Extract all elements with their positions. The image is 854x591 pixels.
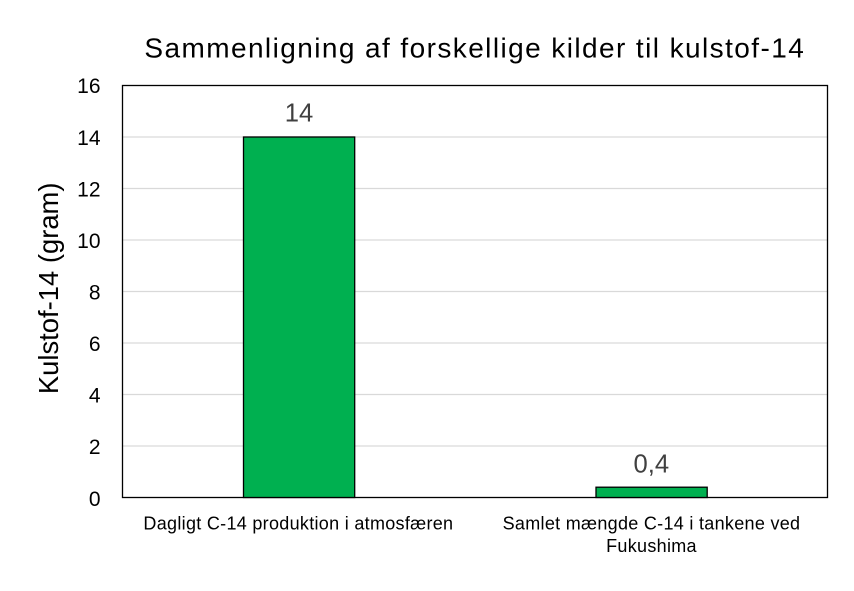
svg-text:8: 8 <box>89 282 101 305</box>
svg-text:12: 12 <box>77 178 100 201</box>
svg-text:10: 10 <box>77 230 100 253</box>
svg-text:0,4: 0,4 <box>634 450 670 478</box>
svg-text:14: 14 <box>285 100 313 128</box>
svg-text:16: 16 <box>77 75 100 98</box>
svg-text:Fukushima: Fukushima <box>606 536 697 556</box>
svg-text:0: 0 <box>89 488 101 511</box>
svg-text:14: 14 <box>77 127 101 150</box>
svg-text:Sammenligning af forskellige k: Sammenligning af forskellige kilder til … <box>144 33 805 64</box>
svg-text:Samlet mængde C-14 i tankene v: Samlet mængde C-14 i tankene ved <box>503 514 801 534</box>
svg-text:4: 4 <box>89 385 101 408</box>
svg-text:Kulstof-14 (gram): Kulstof-14 (gram) <box>33 183 64 395</box>
svg-text:2: 2 <box>89 436 101 459</box>
svg-text:6: 6 <box>89 333 101 356</box>
svg-text:Dagligt C-14 produktion i atmo: Dagligt C-14 produktion i atmosfæren <box>143 514 453 534</box>
